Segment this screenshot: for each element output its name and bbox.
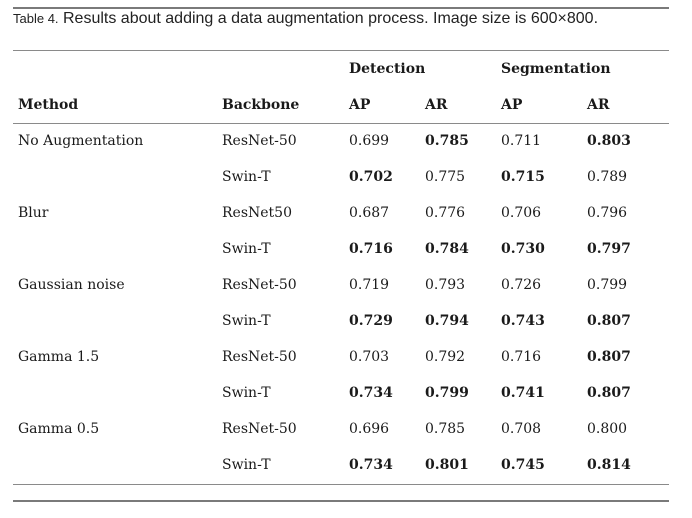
caption-label: Table 4. (13, 11, 59, 26)
cell-backbone: Swin-T (222, 241, 271, 257)
cell-backbone: Swin-T (222, 385, 271, 401)
cell-method: No Augmentation (18, 133, 144, 149)
cell-det-ap: 0.716 (349, 241, 393, 257)
cell-seg-ap: 0.745 (501, 457, 545, 473)
cell-det-ap: 0.703 (349, 349, 390, 365)
cell-seg-ap: 0.743 (501, 313, 545, 329)
cell-det-ap: 0.734 (349, 385, 393, 401)
cell-det-ap: 0.734 (349, 457, 393, 473)
cell-det-ap: 0.729 (349, 313, 393, 329)
cell-det-ar: 0.792 (425, 349, 466, 365)
cell-det-ar: 0.776 (425, 205, 466, 221)
cell-det-ar: 0.785 (425, 421, 466, 437)
cell-seg-ar: 0.789 (587, 169, 628, 185)
cell-seg-ap: 0.726 (501, 277, 542, 293)
table-top-rule (13, 7, 669, 9)
column-header-segmentation-ar: AR (587, 97, 610, 113)
cell-seg-ar: 0.807 (587, 313, 631, 329)
cell-method: Gamma 1.5 (18, 349, 100, 365)
cell-backbone: ResNet-50 (222, 277, 297, 293)
cell-seg-ar: 0.807 (587, 349, 631, 365)
column-header-segmentation-ap: AP (501, 97, 523, 113)
cell-seg-ar: 0.803 (587, 133, 631, 149)
table-caption: Table 4. Results about adding a data aug… (13, 10, 598, 28)
cell-backbone: ResNet-50 (222, 421, 297, 437)
cell-backbone: ResNet50 (222, 205, 292, 221)
column-header-method: Method (18, 97, 79, 113)
cell-seg-ar: 0.799 (587, 277, 628, 293)
cell-backbone: ResNet-50 (222, 349, 297, 365)
cell-det-ar: 0.775 (425, 169, 466, 185)
cell-seg-ap: 0.716 (501, 349, 542, 365)
cell-backbone: Swin-T (222, 313, 271, 329)
cell-backbone: Swin-T (222, 169, 271, 185)
column-header-detection-ar: AR (425, 97, 448, 113)
cell-det-ar: 0.793 (425, 277, 466, 293)
cell-method: Gamma 0.5 (18, 421, 100, 437)
cell-seg-ap: 0.706 (501, 205, 542, 221)
cell-det-ap: 0.702 (349, 169, 393, 185)
group-header-detection: Detection (349, 61, 426, 77)
cell-det-ap: 0.719 (349, 277, 390, 293)
group-header-segmentation: Segmentation (501, 61, 611, 77)
cell-det-ap: 0.696 (349, 421, 390, 437)
cell-seg-ap: 0.715 (501, 169, 545, 185)
cell-det-ar: 0.785 (425, 133, 469, 149)
cell-seg-ar: 0.796 (587, 205, 628, 221)
cell-det-ar: 0.784 (425, 241, 469, 257)
cell-seg-ar: 0.797 (587, 241, 631, 257)
cell-det-ap: 0.699 (349, 133, 390, 149)
cell-det-ar: 0.794 (425, 313, 469, 329)
column-header-detection-ap: AP (349, 97, 371, 113)
cell-seg-ap: 0.741 (501, 385, 545, 401)
cell-seg-ap: 0.711 (501, 133, 542, 149)
cell-seg-ar: 0.800 (587, 421, 628, 437)
caption-text: Results about adding a data augmentation… (58, 10, 599, 27)
cell-seg-ap: 0.730 (501, 241, 545, 257)
cell-det-ar: 0.801 (425, 457, 469, 473)
page-bottom-rule (13, 500, 669, 502)
table-bottom-rule (13, 484, 669, 485)
cell-det-ap: 0.687 (349, 205, 390, 221)
cell-method: Blur (18, 205, 49, 221)
cell-seg-ar: 0.807 (587, 385, 631, 401)
cell-backbone: Swin-T (222, 457, 271, 473)
body-rule (13, 123, 669, 124)
cell-seg-ap: 0.708 (501, 421, 542, 437)
header-rule (13, 50, 669, 51)
column-header-backbone: Backbone (222, 97, 300, 113)
cell-seg-ar: 0.814 (587, 457, 631, 473)
cell-backbone: ResNet-50 (222, 133, 297, 149)
cell-det-ar: 0.799 (425, 385, 469, 401)
cell-method: Gaussian noise (18, 277, 125, 293)
